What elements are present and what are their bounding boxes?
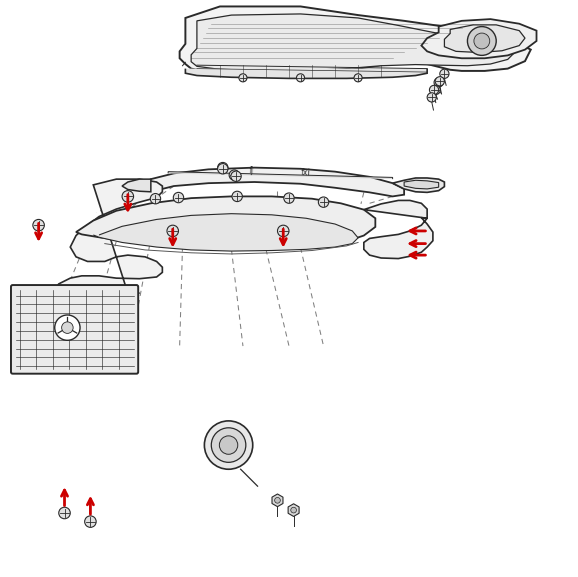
Circle shape — [231, 171, 241, 181]
Circle shape — [33, 219, 45, 231]
Circle shape — [474, 33, 490, 49]
Circle shape — [150, 193, 161, 204]
Polygon shape — [93, 213, 358, 251]
Circle shape — [205, 421, 253, 469]
Polygon shape — [122, 179, 151, 192]
Circle shape — [291, 507, 297, 513]
Polygon shape — [53, 179, 162, 304]
Circle shape — [427, 93, 436, 102]
Polygon shape — [191, 14, 513, 71]
Circle shape — [84, 516, 96, 527]
Circle shape — [318, 197, 329, 207]
Circle shape — [434, 78, 443, 87]
Circle shape — [239, 74, 247, 82]
Circle shape — [220, 436, 238, 454]
FancyBboxPatch shape — [11, 285, 138, 374]
Circle shape — [284, 193, 294, 203]
Circle shape — [468, 27, 497, 55]
Circle shape — [55, 315, 80, 340]
Polygon shape — [272, 494, 283, 507]
Circle shape — [173, 192, 184, 203]
Circle shape — [218, 163, 228, 173]
Polygon shape — [168, 171, 392, 179]
Circle shape — [354, 74, 362, 82]
Circle shape — [59, 507, 71, 519]
Circle shape — [429, 85, 439, 95]
Circle shape — [212, 428, 246, 462]
Circle shape — [232, 191, 242, 201]
Polygon shape — [180, 6, 531, 74]
Circle shape — [167, 225, 179, 237]
Text: fxi: fxi — [301, 168, 310, 177]
Text: fj: fj — [249, 166, 254, 175]
Circle shape — [277, 225, 289, 237]
Polygon shape — [76, 196, 375, 249]
Circle shape — [275, 497, 280, 503]
Polygon shape — [444, 25, 525, 53]
Circle shape — [431, 85, 440, 95]
Polygon shape — [145, 168, 404, 196]
Circle shape — [122, 190, 134, 202]
Circle shape — [435, 77, 444, 86]
Circle shape — [229, 170, 239, 180]
Circle shape — [62, 322, 73, 334]
Polygon shape — [421, 19, 536, 58]
Polygon shape — [288, 504, 299, 516]
Circle shape — [218, 164, 228, 174]
Polygon shape — [404, 180, 439, 189]
Circle shape — [440, 69, 449, 78]
Polygon shape — [364, 200, 433, 258]
Polygon shape — [186, 69, 427, 78]
Circle shape — [297, 74, 305, 82]
Polygon shape — [392, 178, 444, 192]
